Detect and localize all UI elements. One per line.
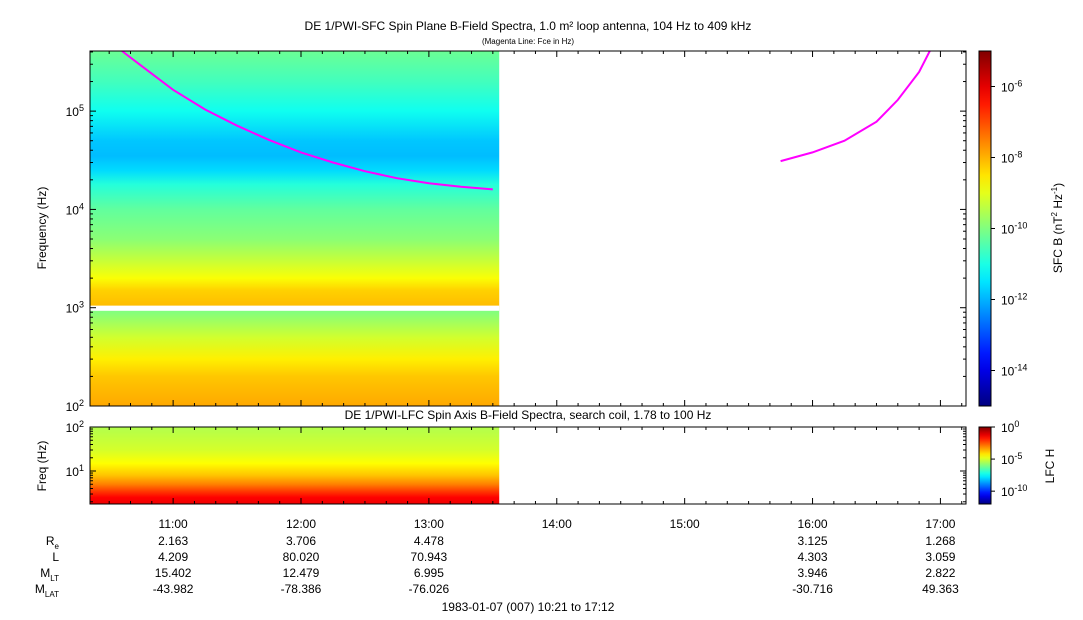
- ephemeris-value: -78.386: [281, 582, 322, 596]
- sfc-colorbar-tick-label: 10-10: [1001, 221, 1027, 237]
- ephemeris-value: 4.209: [158, 550, 188, 564]
- sfc-spectrogram-band: [90, 51, 500, 406]
- ephemeris-value: 4.303: [798, 550, 828, 564]
- sfc-data-gap: [90, 305, 500, 311]
- time-tick-label: 15:00: [670, 517, 700, 531]
- ephemeris-value: 15.402: [155, 566, 192, 580]
- sfc-y-tick-label: 104: [66, 201, 84, 217]
- lfc-colorbar-tick-label: 100: [1001, 419, 1019, 435]
- sfc-colorbar-tick-label: 10-12: [1001, 292, 1027, 308]
- time-tick-label: 14:00: [542, 517, 572, 531]
- ephemeris-row-label: L: [52, 550, 59, 564]
- sfc-y-axis: 102 103 104 105: [66, 51, 966, 414]
- lfc-y-axis: 101 102: [66, 419, 966, 503]
- sfc-panel: 102 103 104 105 Frequency (Hz): [35, 50, 967, 414]
- ephemeris-value: 3.706: [286, 534, 316, 548]
- sfc-y-tick-label: 102: [66, 398, 84, 414]
- lfc-plot-frame: [89, 426, 967, 505]
- footer-date-range: 1983-01-07 (007) 10:21 to 17:12: [442, 600, 615, 614]
- time-tick-label: 12:00: [286, 517, 316, 531]
- ephemeris-row-label: Re: [46, 534, 60, 551]
- sfc-colorbar-scale: [978, 50, 992, 407]
- ephemeris-value: 4.478: [414, 534, 444, 548]
- lfc-y-tick-label: 102: [66, 419, 84, 435]
- ephemeris-value: 3.946: [798, 566, 828, 580]
- ephemeris-value: 49.363: [922, 582, 959, 596]
- lfc-spectrogram-band: [90, 427, 500, 504]
- lfc-colorbar-label: LFC H: [1043, 449, 1057, 484]
- time-tick-label: 11:00: [159, 517, 188, 531]
- lfc-colorbar-tick-label: 10-10: [1001, 483, 1027, 499]
- time-tick-label: 13:00: [414, 517, 444, 531]
- ephemeris-row-label: MLT: [40, 566, 59, 583]
- ephemeris-value: 80.020: [283, 550, 320, 564]
- sfc-plot-frame: [89, 50, 967, 407]
- ephemeris-value: -43.982: [153, 582, 194, 596]
- ephemeris-value: 2.822: [925, 566, 955, 580]
- lfc-colorbar-tick-label: 10-5: [1001, 451, 1022, 467]
- lfc-colorbar: 100 10-5 10-10 LFC H: [978, 419, 1057, 505]
- time-axis: 11:00 12:00 13:00 14:00 15:00 16:00 17:00: [108, 51, 963, 531]
- lfc-colorbar-ticks: 100 10-5 10-10: [991, 419, 1027, 499]
- sfc-colorbar-ticks: 10-6 10-8 10-10 10-12 10-14: [991, 79, 1027, 379]
- ephemeris-value: 3.059: [925, 550, 955, 564]
- ephemeris-value: 70.943: [411, 550, 448, 564]
- ephemeris-value: -30.716: [792, 582, 833, 596]
- lfc-y-tick-label: 101: [66, 463, 84, 479]
- ephemeris-value: 2.163: [158, 534, 188, 548]
- sfc-y-tick-label: 105: [66, 103, 84, 119]
- fce-line-segment: [780, 51, 931, 163]
- sfc-y-tick-label: 103: [66, 300, 84, 316]
- sfc-colorbar: 10-6 10-8 10-10 10-12 10-14 SFC B (nT2 Hz-1): [978, 50, 1065, 407]
- sfc-title: DE 1/PWI-SFC Spin Plane B-Field Spectra,…: [305, 19, 752, 33]
- sfc-spectrogram: [90, 51, 500, 406]
- ephemeris-value: 6.995: [414, 566, 444, 580]
- fce-line-segment: [121, 51, 493, 191]
- lfc-title: DE 1/PWI-LFC Spin Axis B-Field Spectra, …: [345, 408, 712, 422]
- ephemeris-value: 1.268: [925, 534, 955, 548]
- ephemeris-value: 12.479: [283, 566, 320, 580]
- sfc-fce-line-group: [121, 51, 931, 191]
- lfc-colorbar-scale: [978, 426, 992, 505]
- time-tick-label: 17:00: [925, 517, 955, 531]
- ephemeris-table: Re 2.163 3.706 4.478 3.125 1.268 L 4.209 80.020 7…: [35, 534, 959, 599]
- lfc-panel: 101 102 Freq (Hz): [35, 419, 967, 505]
- sfc-y-label: Frequency (Hz): [35, 187, 49, 270]
- sfc-colorbar-tick-label: 10-14: [1001, 363, 1027, 379]
- sfc-colorbar-tick-label: 10-6: [1001, 79, 1022, 95]
- lfc-y-label: Freq (Hz): [35, 441, 49, 492]
- time-tick-label: 16:00: [798, 517, 828, 531]
- ephemeris-value: 3.125: [798, 534, 828, 548]
- ephemeris-row-label: MLAT: [35, 582, 59, 599]
- ephemeris-value: -76.026: [409, 582, 450, 596]
- sfc-colorbar-tick-label: 10-8: [1001, 150, 1022, 166]
- lfc-spectrogram: [90, 427, 500, 504]
- sfc-colorbar-label: SFC B (nT2 Hz-1): [1050, 183, 1065, 273]
- sfc-subtitle: (Magenta Line: Fce in Hz): [482, 37, 574, 46]
